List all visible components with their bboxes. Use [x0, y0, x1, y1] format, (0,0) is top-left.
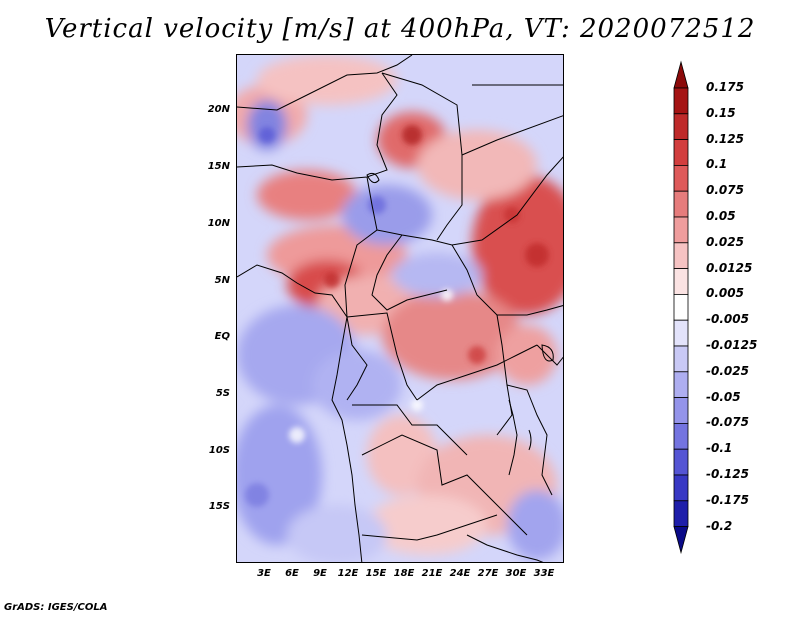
colorbar-min-arrow	[673, 526, 689, 555]
velocity-shading	[237, 55, 563, 562]
colorbar-tick-label: -0.1	[706, 441, 733, 456]
colorbar-tick-label: 0.075	[706, 183, 744, 198]
colorbar-segment	[673, 397, 689, 424]
colorbar-segment	[673, 165, 689, 192]
x-tick-label: 15E	[365, 568, 387, 579]
colorbar-tick-label: -0.025	[706, 363, 749, 378]
colorbar-segment	[673, 371, 689, 398]
colorbar	[673, 60, 689, 555]
country-borders	[237, 55, 563, 562]
colorbar-segment	[673, 113, 689, 140]
colorbar-segment	[673, 216, 689, 244]
colorbar-tick-label: -0.0125	[706, 338, 758, 352]
colorbar-segment	[673, 190, 689, 218]
chart-title: Vertical velocity [m/s] at 400hPa, VT: 2…	[44, 14, 756, 44]
colorbar-tick-label: 0.125	[706, 131, 744, 146]
colorbar-tick-label: -0.005	[706, 312, 749, 327]
x-tick-label: 9E	[313, 568, 327, 579]
y-tick-label: 5S	[215, 388, 230, 399]
colorbar-tick-label: 0.025	[706, 234, 744, 249]
y-tick-label: 10N	[207, 218, 230, 229]
y-tick-label: EQ	[214, 331, 230, 342]
colorbar-segment	[673, 474, 689, 502]
colorbar-tick-label: 0.005	[706, 286, 744, 301]
colorbar-tick-label: 0.15	[706, 105, 736, 120]
colorbar-segment	[673, 139, 689, 166]
colorbar-segment	[673, 500, 689, 527]
x-tick-label: 18E	[393, 568, 415, 579]
grads-credit: GrADS: IGES/COLA	[4, 602, 108, 613]
y-tick-label: 20N	[207, 104, 230, 115]
map-plot-area	[236, 54, 564, 563]
colorbar-tick-label: -0.075	[706, 415, 749, 430]
x-tick-label: 27E	[477, 568, 499, 579]
colorbar-tick-label: 0.1	[706, 157, 728, 172]
x-tick-label: 6E	[285, 568, 299, 579]
y-tick-label: 15S	[208, 501, 230, 512]
x-tick-label: 3E	[257, 568, 271, 579]
x-tick-label: 21E	[421, 568, 443, 579]
y-tick-label: 5N	[214, 275, 230, 286]
colorbar-tick-label: -0.125	[706, 467, 749, 481]
vertical-velocity-field	[237, 55, 563, 562]
x-tick-label: 30E	[505, 568, 527, 579]
colorbar-tick-label: 0.175	[706, 80, 744, 94]
x-tick-label: 33E	[533, 568, 555, 579]
colorbar-tick-label: -0.2	[706, 518, 733, 533]
colorbar-max-arrow	[673, 60, 689, 89]
colorbar-segment	[673, 242, 689, 270]
colorbar-segment	[673, 293, 689, 321]
velocity-detail	[245, 125, 549, 507]
colorbar-segment	[673, 268, 689, 295]
y-tick-label: 10S	[208, 445, 230, 456]
y-tick-label: 15N	[207, 161, 230, 172]
colorbar-tick-label: 0.0125	[706, 260, 753, 275]
colorbar-segment	[673, 319, 689, 347]
colorbar-segment	[673, 448, 689, 476]
x-tick-label: 12E	[337, 568, 359, 579]
colorbar-segment	[673, 422, 689, 450]
colorbar-tick-label: 0.05	[706, 209, 736, 223]
colorbar-tick-label: -0.175	[706, 492, 749, 507]
colorbar-tick-label: -0.05	[706, 389, 741, 404]
x-tick-label: 24E	[449, 568, 471, 579]
colorbar-segment	[673, 87, 689, 115]
colorbar-segment	[673, 345, 689, 373]
